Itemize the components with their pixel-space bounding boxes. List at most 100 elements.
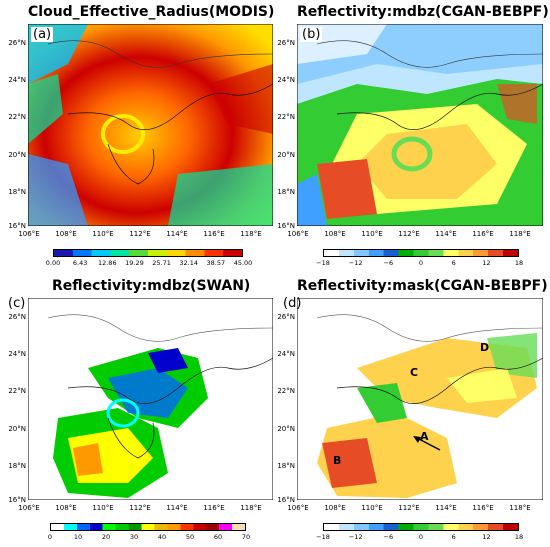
lon-label: 110°E <box>92 230 114 238</box>
lon-label: 110°E <box>361 230 383 238</box>
lon-label: 116°E <box>203 504 225 512</box>
lon-label: 108°E <box>324 230 346 238</box>
colorbar-tick-label: 12 <box>482 533 491 541</box>
lon-label: 116°E <box>472 504 494 512</box>
lon-label: 108°E <box>55 230 77 238</box>
annotation-C: C <box>410 366 419 379</box>
colorbar-tick-label: 40 <box>157 533 167 541</box>
colorbar-tick-label: 50 <box>185 533 195 541</box>
colorbar-tick-label: −12 <box>348 259 363 267</box>
colorbar-tick-label: 70 <box>241 533 251 541</box>
panel-a-map <box>28 24 273 226</box>
lon-label: 118°E <box>509 230 531 238</box>
lon-label: 116°E <box>203 230 225 238</box>
colorbar-tick-label: −6 <box>383 259 394 267</box>
panel-d-map <box>297 298 543 500</box>
lat-label: 24°N <box>277 76 295 84</box>
lat-label: 16°N <box>277 222 295 230</box>
panel-b-title: Reflectivity:mdbz(CGAN-BEBPF) <box>297 4 549 20</box>
colorbar-tick-label: 10 <box>73 533 83 541</box>
colorbar-tick-label: 45.00 <box>233 259 253 267</box>
panel-d-title: Reflectivity:mask(CGAN-BEBPF) <box>297 278 548 294</box>
lat-label: 22°N <box>8 387 26 395</box>
lat-label: 26°N <box>277 313 295 321</box>
lon-label: 118°E <box>240 230 262 238</box>
lon-label: 112°E <box>398 230 420 238</box>
lat-label: 20°N <box>277 151 295 159</box>
lat-label: 22°N <box>8 113 26 121</box>
colorbar-tick-label: 6 <box>451 533 456 541</box>
colorbar-a <box>53 249 243 257</box>
panel-d-label: (d) <box>283 296 302 311</box>
colorbar-tick-label: 18 <box>514 533 524 541</box>
lat-label: 24°N <box>8 350 26 358</box>
lat-label: 26°N <box>8 313 26 321</box>
lon-label: 108°E <box>55 504 77 512</box>
annotation-D: D <box>480 341 490 354</box>
colorbar-tick-label: −12 <box>348 533 363 541</box>
lon-label: 106°E <box>287 230 309 238</box>
colorbar-tick-label: 20 <box>101 533 111 541</box>
panel-c-title: Reflectivity:mdbz(SWAN) <box>52 278 251 294</box>
lat-label: 20°N <box>8 151 26 159</box>
lat-label: 18°N <box>277 188 295 196</box>
lat-label: 16°N <box>277 496 295 504</box>
colorbar-tick-label: 0 <box>418 259 424 267</box>
panel-c-map <box>28 298 273 500</box>
lon-label: 114°E <box>435 230 457 238</box>
panel-b-map <box>297 24 543 226</box>
lon-label: 106°E <box>18 230 40 238</box>
lon-label: 114°E <box>166 230 188 238</box>
lon-label: 116°E <box>472 230 494 238</box>
colorbar-tick-label: −18 <box>316 533 330 541</box>
lat-label: 22°N <box>277 113 295 121</box>
lon-label: 108°E <box>324 504 346 512</box>
colorbar-c <box>50 523 246 531</box>
lon-label: 112°E <box>398 504 420 512</box>
lat-label: 20°N <box>8 425 26 433</box>
lat-label: 24°N <box>8 76 26 84</box>
lon-label: 110°E <box>361 504 383 512</box>
lon-label: 112°E <box>129 504 151 512</box>
lon-label: 118°E <box>509 504 531 512</box>
colorbar-tick-label: 18 <box>514 259 524 267</box>
lon-label: 106°E <box>287 504 309 512</box>
panel-d: Reflectivity:mask(CGAN-BEBPF) (d) A B C … <box>275 274 550 547</box>
panel-c: Reflectivity:mdbz(SWAN) (c) 26°N 24°N 22… <box>0 274 275 547</box>
lat-label: 22°N <box>277 387 295 395</box>
colorbar-tick-label: −18 <box>316 259 330 267</box>
colorbar-tick-label: 30 <box>129 533 139 541</box>
colorbar-tick-label: 25.71 <box>152 259 171 267</box>
panel-a-label: (a) <box>31 27 54 42</box>
lat-label: 24°N <box>277 350 295 358</box>
panel-a-title: Cloud_Effective_Radius(MODIS) <box>28 4 275 20</box>
colorbar-tick-label: 60 <box>213 533 223 541</box>
lon-label: 112°E <box>129 230 151 238</box>
colorbar-b <box>323 249 519 257</box>
annotation-B: B <box>333 454 342 467</box>
colorbar-tick-label: 19.29 <box>125 259 144 267</box>
colorbar-tick-label: −6 <box>383 533 394 541</box>
annotation-A: A <box>420 430 429 443</box>
colorbar-tick-label: 32.14 <box>179 259 198 267</box>
lat-label: 16°N <box>8 496 26 504</box>
panel-b-label: (b) <box>300 27 323 42</box>
lat-label: 18°N <box>277 462 295 470</box>
colorbar-d <box>323 523 519 531</box>
panel-a: Cloud_Effective_Radius(MODIS) (a) 26°N 2… <box>0 0 275 273</box>
lon-label: 106°E <box>18 504 40 512</box>
colorbar-tick-label: 0.00 <box>45 259 61 267</box>
lat-label: 16°N <box>8 222 26 230</box>
lon-label: 114°E <box>166 504 188 512</box>
colorbar-tick-label: 0 <box>418 533 424 541</box>
lat-label: 18°N <box>8 462 26 470</box>
lon-label: 110°E <box>92 504 114 512</box>
lon-label: 118°E <box>240 504 262 512</box>
colorbar-tick-label: 6 <box>451 259 456 267</box>
colorbar-tick-label: 38.57 <box>206 259 226 267</box>
colorbar-tick-label: 12.86 <box>97 259 117 267</box>
panel-b: Reflectivity:mdbz(CGAN-BEBPF) (b) 26°N 2… <box>275 0 550 273</box>
lat-label: 20°N <box>277 425 295 433</box>
colorbar-tick-label: 12 <box>482 259 491 267</box>
colorbar-tick-label: 6.43 <box>72 259 88 267</box>
